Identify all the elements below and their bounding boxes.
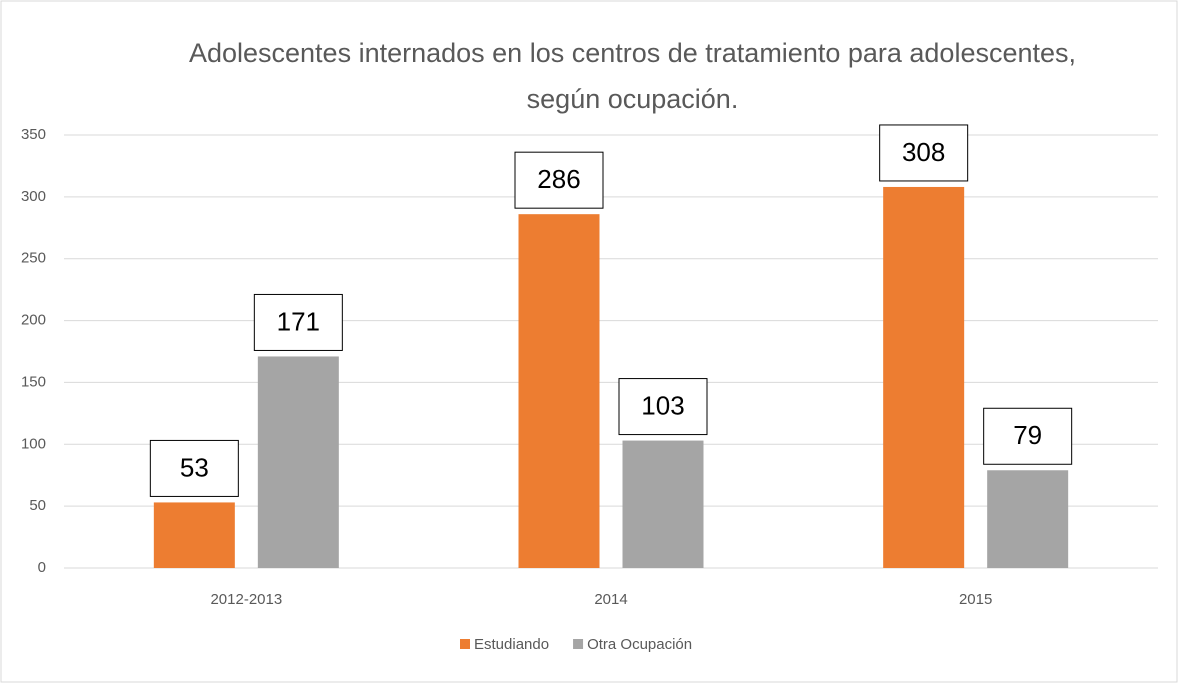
x-tick-label: 2012-2013 [210, 591, 282, 608]
bar [153, 502, 235, 568]
bar [257, 356, 339, 568]
y-tick-label: 350 [21, 126, 46, 143]
y-tick-label: 100 [21, 435, 46, 452]
data-label: 79 [1013, 420, 1042, 450]
y-tick-label: 150 [21, 373, 46, 390]
data-label: 103 [641, 390, 684, 420]
data-label-box [618, 378, 708, 436]
data-label: 286 [537, 164, 580, 194]
data-label: 171 [277, 306, 320, 336]
bar [622, 440, 704, 568]
data-label: 53 [180, 452, 209, 482]
bar [987, 470, 1069, 568]
data-label-box [253, 293, 343, 351]
legend-swatch [460, 639, 470, 649]
y-tick-label: 0 [38, 559, 46, 576]
legend-label: Otra Ocupación [587, 636, 692, 653]
data-label-box [983, 407, 1073, 465]
data-label-box [514, 151, 604, 209]
y-tick-label: 50 [29, 497, 46, 514]
y-tick-label: 300 [21, 188, 46, 205]
x-tick-label: 2015 [959, 591, 992, 608]
data-label-box [149, 439, 239, 497]
y-tick-label: 250 [21, 250, 46, 267]
x-tick-label: 2014 [594, 591, 627, 608]
bar [883, 186, 965, 568]
bar [518, 214, 600, 569]
y-tick-label: 200 [21, 312, 46, 329]
legend-swatch [573, 639, 584, 649]
data-label-box [879, 124, 969, 182]
data-label: 308 [902, 137, 945, 167]
legend-label: Estudiando [474, 636, 549, 653]
chart-title: Adolescentes internados en los centros d… [188, 38, 1077, 114]
